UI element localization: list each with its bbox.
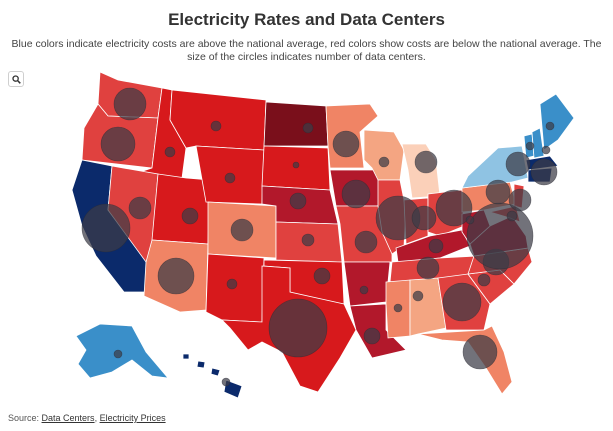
dc-circle-arkansas[interactable] (359, 285, 369, 295)
dc-circle-texas[interactable] (268, 298, 328, 358)
state-new-hampshire[interactable] (531, 127, 545, 159)
state-utah[interactable] (151, 173, 211, 245)
dc-circle-maine[interactable] (545, 121, 555, 131)
dc-circle-pennsylvania[interactable] (485, 179, 511, 205)
dc-circle-nebraska[interactable] (289, 192, 307, 210)
dc-circle-ohio[interactable] (435, 189, 473, 227)
dc-circle-tennessee[interactable] (416, 256, 440, 280)
state-alaska[interactable] (75, 323, 169, 379)
source-separator: , (94, 413, 100, 423)
state-montana[interactable] (169, 89, 267, 151)
dc-circle-mississippi[interactable] (393, 303, 403, 313)
dc-circle-oklahoma[interactable] (313, 267, 331, 285)
dc-circle-wyoming[interactable] (224, 172, 236, 184)
state-hawaii[interactable] (182, 353, 243, 399)
dc-circle-louisiana[interactable] (363, 327, 381, 345)
dc-circle-new-jersey[interactable] (508, 188, 532, 212)
dc-circle-florida[interactable] (462, 334, 498, 370)
dc-circle-massachusetts[interactable] (530, 158, 558, 186)
dc-circle-arizona[interactable] (157, 257, 195, 295)
dc-circle-kentucky[interactable] (428, 238, 444, 254)
dc-circle-north-dakota[interactable] (302, 122, 314, 134)
dc-circle-missouri[interactable] (354, 230, 378, 254)
dc-circle-alabama[interactable] (412, 290, 424, 302)
dc-circle-indiana[interactable] (411, 205, 437, 231)
dc-circle-iowa[interactable] (341, 179, 371, 209)
dc-circle-new-mexico[interactable] (226, 278, 238, 290)
dc-circle-montana[interactable] (210, 120, 222, 132)
zoom-button[interactable] (8, 71, 24, 87)
electricity-prices-link[interactable]: Electricity Prices (99, 413, 166, 423)
dc-circle-south-dakota[interactable] (292, 161, 300, 169)
dc-circle-idaho[interactable] (164, 146, 176, 158)
dc-circle-colorado[interactable] (230, 218, 254, 242)
data-centers-link[interactable]: Data Centers (41, 413, 95, 423)
dc-circle-minnesota[interactable] (332, 130, 360, 158)
state-north-dakota[interactable] (263, 101, 329, 147)
data-center-circles (81, 87, 558, 387)
dc-circle-nevada[interactable] (128, 196, 152, 220)
dc-circle-washington[interactable] (113, 87, 147, 121)
dc-circle-california[interactable] (81, 203, 131, 253)
dc-circle-kansas[interactable] (301, 233, 315, 247)
dc-circle-hawaii[interactable] (221, 377, 231, 387)
search-icon (12, 75, 21, 84)
dc-circle-virginia[interactable] (466, 202, 534, 270)
dc-circle-alaska[interactable] (113, 349, 123, 359)
dc-circle-maryland[interactable] (506, 210, 518, 222)
state-maine[interactable] (539, 93, 575, 151)
map-title: Electricity Rates and Data Centers (168, 10, 445, 29)
map-subtitle: Blue colors indicate electricity costs a… (11, 38, 602, 63)
dc-circle-wisconsin[interactable] (378, 156, 390, 168)
dc-circle-oregon[interactable] (100, 126, 136, 162)
dc-circle-vermont[interactable] (525, 141, 535, 151)
source-label: Source: (8, 413, 42, 423)
state-arkansas[interactable] (343, 261, 391, 307)
dc-circle-georgia[interactable] (442, 282, 482, 322)
dc-circle-west-virginia[interactable] (465, 215, 475, 225)
source-footer: Source: Data Centers, Electricity Prices (8, 413, 166, 423)
dc-circle-new-hampshire[interactable] (541, 145, 551, 155)
dc-circle-new-york[interactable] (505, 151, 531, 177)
dc-circle-utah[interactable] (181, 207, 199, 225)
dc-circle-michigan[interactable] (414, 150, 438, 174)
dc-circle-south-carolina[interactable] (477, 273, 491, 287)
